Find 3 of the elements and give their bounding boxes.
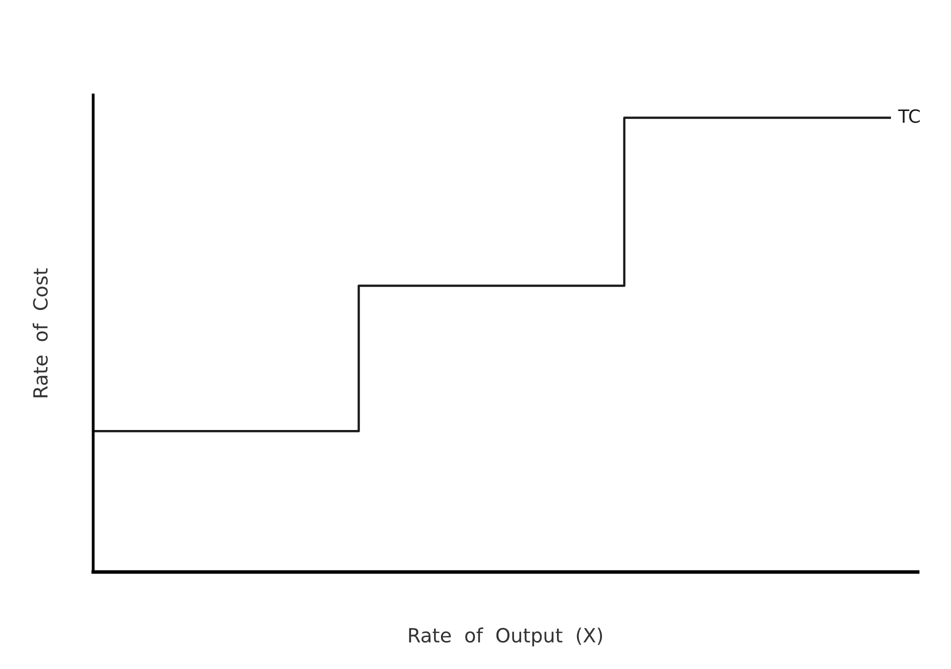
y-axis-title: Rate of Cost (32, 268, 48, 398)
x-axis-title: Rate of Output (X) (409, 628, 602, 646)
series-label: TC (898, 109, 920, 123)
